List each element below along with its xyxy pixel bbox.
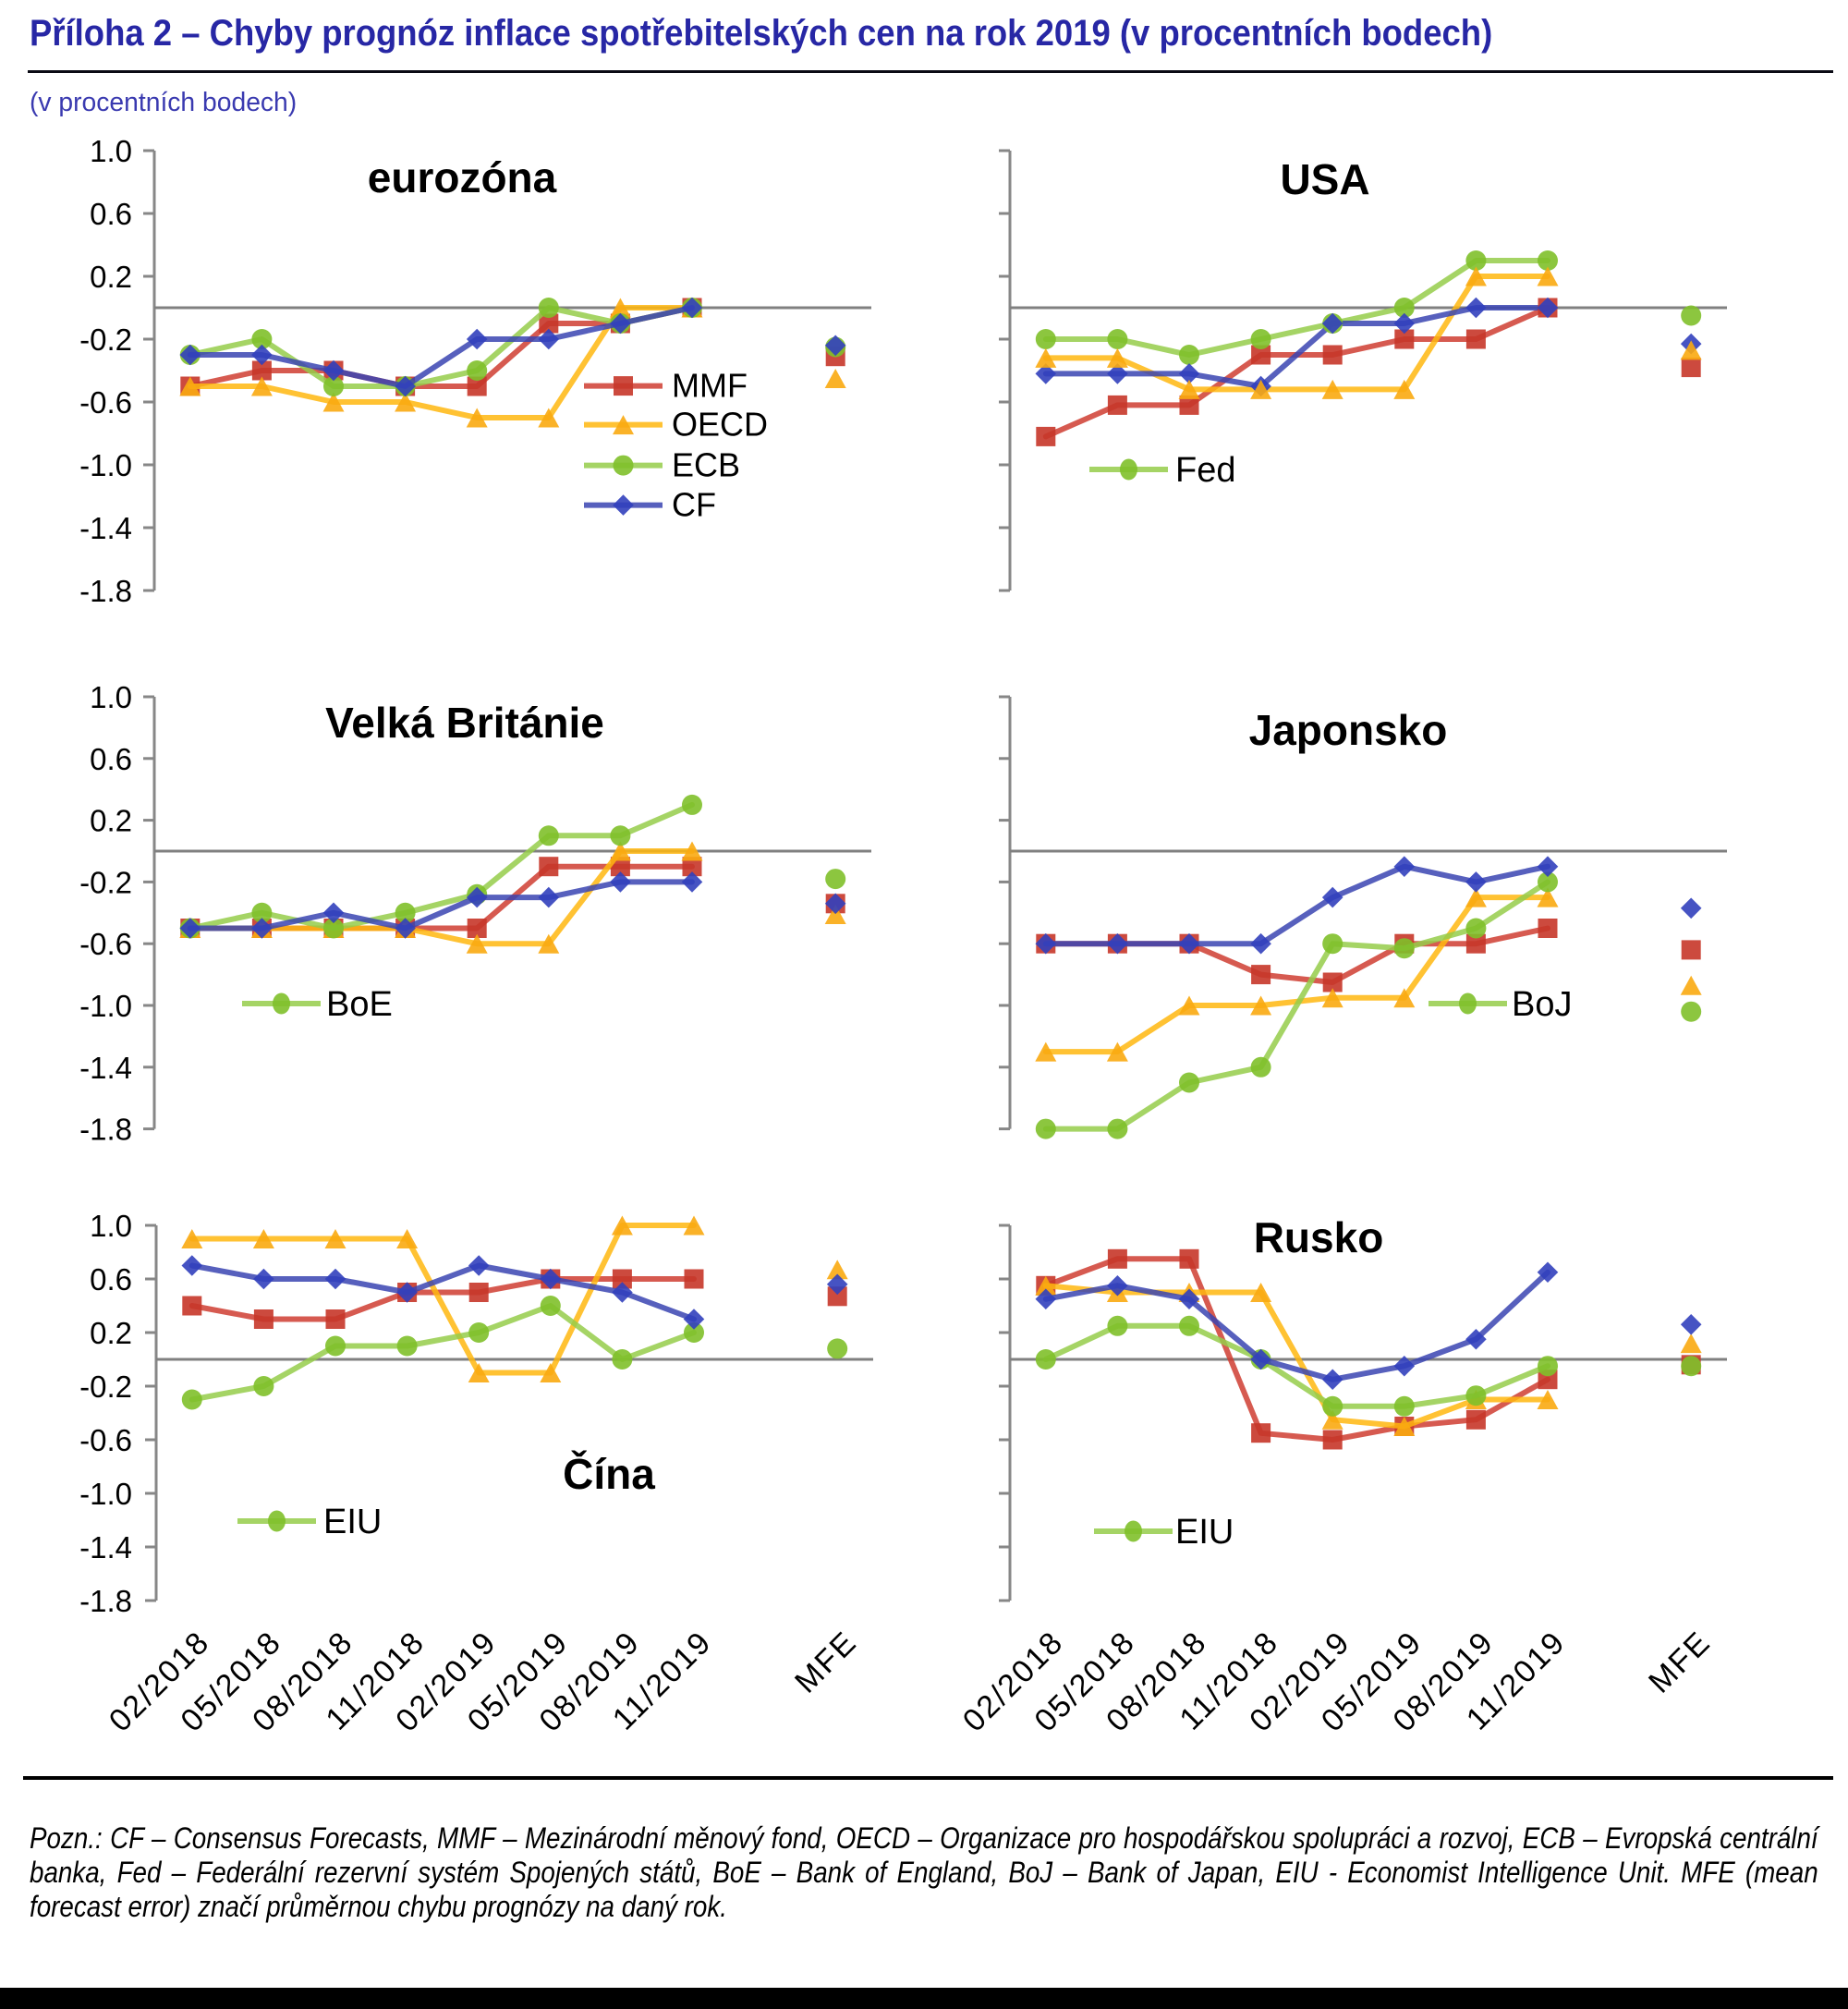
svg-text:-0.6: -0.6 bbox=[79, 927, 132, 961]
svg-text:-0.2: -0.2 bbox=[79, 323, 132, 357]
svg-text:1.0: 1.0 bbox=[90, 680, 132, 714]
svg-text:Fed: Fed bbox=[1175, 451, 1235, 490]
svg-text:0.6: 0.6 bbox=[90, 742, 132, 776]
svg-text:0.2: 0.2 bbox=[90, 1316, 132, 1350]
svg-text:-1.0: -1.0 bbox=[79, 448, 132, 482]
svg-text:-0.6: -0.6 bbox=[79, 385, 132, 420]
svg-text:CF: CF bbox=[672, 486, 716, 524]
svg-text:ECB: ECB bbox=[672, 446, 740, 484]
svg-text:MFE: MFE bbox=[788, 1625, 864, 1700]
svg-text:-1.8: -1.8 bbox=[79, 1584, 132, 1618]
svg-text:-1.4: -1.4 bbox=[79, 1530, 132, 1565]
svg-text:USA: USA bbox=[1280, 155, 1369, 203]
svg-text:Japonsko: Japonsko bbox=[1249, 706, 1448, 754]
svg-text:-1.8: -1.8 bbox=[79, 1113, 132, 1147]
svg-text:EIU: EIU bbox=[1175, 1513, 1234, 1552]
svg-text:eurozóna: eurozóna bbox=[368, 153, 557, 201]
svg-text:0.6: 0.6 bbox=[90, 197, 132, 231]
svg-text:-0.2: -0.2 bbox=[79, 865, 132, 899]
svg-text:-1.4: -1.4 bbox=[79, 511, 132, 545]
svg-text:MMF: MMF bbox=[672, 367, 748, 405]
svg-text:OECD: OECD bbox=[672, 406, 768, 444]
svg-text:MFE: MFE bbox=[1642, 1625, 1718, 1700]
svg-text:-1.4: -1.4 bbox=[79, 1051, 132, 1085]
svg-text:1.0: 1.0 bbox=[90, 134, 132, 168]
svg-text:Čína: Čína bbox=[563, 1450, 655, 1498]
svg-text:0.6: 0.6 bbox=[90, 1262, 132, 1297]
svg-text:1.0: 1.0 bbox=[90, 1209, 132, 1243]
svg-text:-0.2: -0.2 bbox=[79, 1370, 132, 1404]
svg-text:Velká Británie: Velká Británie bbox=[325, 699, 604, 747]
svg-text:EIU: EIU bbox=[323, 1503, 382, 1541]
svg-text:0.2: 0.2 bbox=[90, 804, 132, 838]
svg-text:-0.6: -0.6 bbox=[79, 1423, 132, 1457]
svg-text:BoE: BoE bbox=[326, 985, 393, 1024]
svg-text:-1.0: -1.0 bbox=[79, 989, 132, 1023]
svg-text:0.2: 0.2 bbox=[90, 260, 132, 294]
svg-text:BoJ: BoJ bbox=[1512, 985, 1572, 1024]
svg-text:Rusko: Rusko bbox=[1254, 1213, 1384, 1261]
svg-text:-1.8: -1.8 bbox=[79, 574, 132, 608]
svg-text:-1.0: -1.0 bbox=[79, 1477, 132, 1511]
